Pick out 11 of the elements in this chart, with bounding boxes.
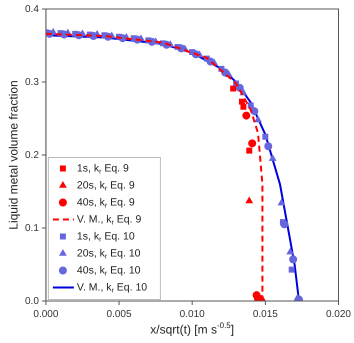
- x-tick-label: 0.015: [252, 308, 278, 320]
- x-tick-label: 0.005: [106, 308, 132, 320]
- x-tick-label: 0.000: [33, 308, 59, 320]
- x-tick-label: 0.020: [326, 308, 352, 320]
- y-tick-label: 0.2: [24, 150, 40, 161]
- y-tick-label: 0.4: [24, 4, 40, 15]
- y-axis-title: Liquid metal volume fraction: [6, 80, 20, 230]
- y-tick-label: 0.0: [24, 296, 40, 307]
- y-tick-label: 0.1: [24, 222, 40, 234]
- y-tick-label: 0.3: [24, 76, 40, 88]
- x-tick-label: 0.010: [180, 308, 206, 320]
